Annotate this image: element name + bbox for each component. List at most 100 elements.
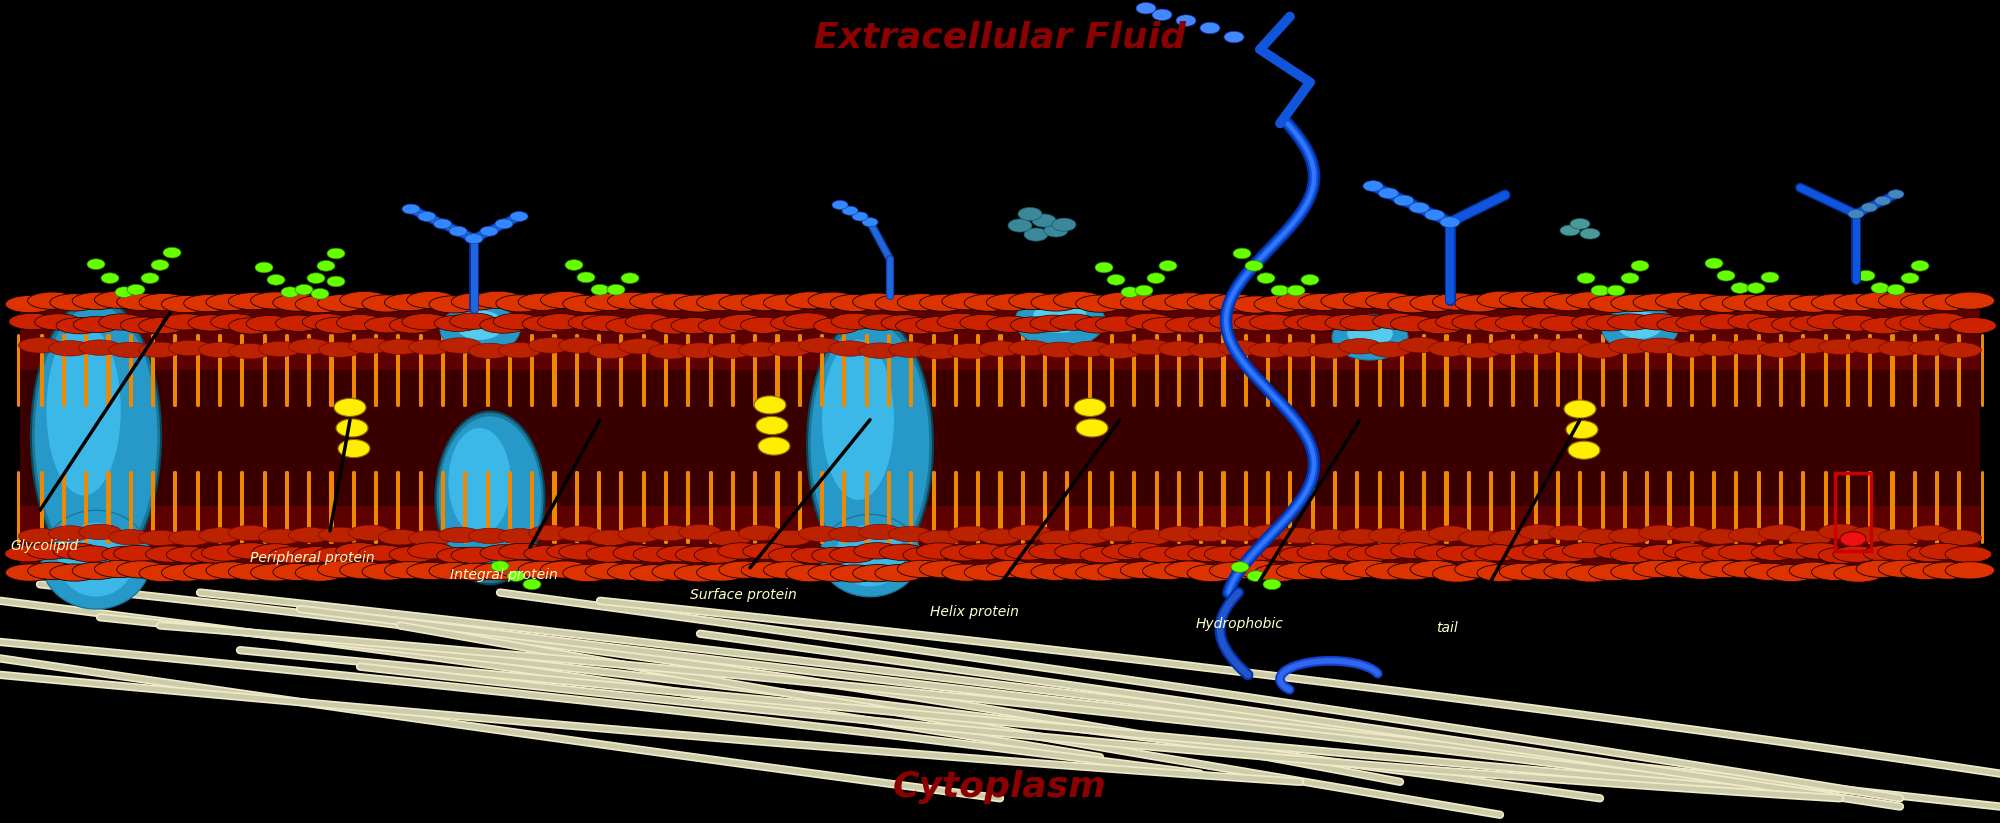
Ellipse shape <box>1366 563 1414 580</box>
Ellipse shape <box>474 291 522 309</box>
Ellipse shape <box>1218 526 1262 541</box>
Ellipse shape <box>1230 545 1276 561</box>
Ellipse shape <box>916 316 962 332</box>
Ellipse shape <box>836 525 904 586</box>
Ellipse shape <box>152 260 168 271</box>
Ellipse shape <box>1908 340 1952 356</box>
Ellipse shape <box>1888 285 1904 295</box>
Ellipse shape <box>402 314 448 330</box>
Ellipse shape <box>510 212 528 221</box>
Ellipse shape <box>1032 294 1080 311</box>
Ellipse shape <box>764 561 812 579</box>
Text: Hydrophobic: Hydrophobic <box>1196 617 1284 631</box>
Ellipse shape <box>1344 291 1392 309</box>
Ellipse shape <box>720 314 766 331</box>
Ellipse shape <box>1264 579 1280 589</box>
Ellipse shape <box>618 338 662 354</box>
Ellipse shape <box>1436 314 1482 330</box>
Ellipse shape <box>1718 544 1766 560</box>
Ellipse shape <box>18 528 62 544</box>
Ellipse shape <box>606 318 652 334</box>
Ellipse shape <box>436 412 544 584</box>
Ellipse shape <box>808 314 932 574</box>
Ellipse shape <box>1076 295 1126 312</box>
Ellipse shape <box>334 398 366 416</box>
Ellipse shape <box>1038 530 1082 546</box>
Ellipse shape <box>46 324 120 495</box>
Ellipse shape <box>1762 272 1780 283</box>
Ellipse shape <box>1608 314 1654 330</box>
Ellipse shape <box>1232 249 1252 259</box>
Ellipse shape <box>558 544 606 560</box>
Ellipse shape <box>162 314 208 330</box>
Ellipse shape <box>898 294 946 311</box>
Ellipse shape <box>1518 524 1562 540</box>
Ellipse shape <box>1544 546 1590 562</box>
Ellipse shape <box>696 294 746 311</box>
Ellipse shape <box>1054 291 1102 309</box>
Ellipse shape <box>920 560 968 578</box>
Ellipse shape <box>1878 529 1922 545</box>
Ellipse shape <box>1610 546 1656 563</box>
Ellipse shape <box>808 292 858 309</box>
Ellipse shape <box>1136 286 1152 296</box>
Ellipse shape <box>524 546 570 562</box>
Ellipse shape <box>902 546 950 563</box>
Ellipse shape <box>618 527 662 542</box>
Ellipse shape <box>648 525 692 541</box>
Ellipse shape <box>1388 563 1438 580</box>
Ellipse shape <box>742 561 790 579</box>
Ellipse shape <box>54 543 100 560</box>
Ellipse shape <box>1572 314 1618 331</box>
Text: Glycolipid: Glycolipid <box>10 539 78 553</box>
Ellipse shape <box>1428 526 1472 542</box>
Ellipse shape <box>832 314 878 329</box>
Ellipse shape <box>98 314 146 330</box>
Ellipse shape <box>340 291 390 309</box>
Ellipse shape <box>202 545 248 561</box>
Ellipse shape <box>378 339 422 355</box>
Ellipse shape <box>612 545 660 561</box>
Ellipse shape <box>1912 260 1928 272</box>
Ellipse shape <box>1244 260 1264 272</box>
Ellipse shape <box>558 337 602 353</box>
Ellipse shape <box>1766 295 1816 312</box>
Ellipse shape <box>1478 291 1526 309</box>
Ellipse shape <box>1128 339 1172 355</box>
Ellipse shape <box>1454 295 1504 312</box>
Ellipse shape <box>498 528 542 544</box>
Ellipse shape <box>768 547 816 564</box>
Ellipse shape <box>1300 274 1320 286</box>
Ellipse shape <box>1722 560 1772 578</box>
Ellipse shape <box>1308 530 1352 545</box>
Ellipse shape <box>1272 286 1288 296</box>
Ellipse shape <box>986 316 1034 332</box>
Ellipse shape <box>1098 292 1148 309</box>
Ellipse shape <box>1080 546 1126 563</box>
Ellipse shape <box>4 546 52 562</box>
Ellipse shape <box>168 530 212 546</box>
Ellipse shape <box>1284 314 1330 330</box>
Ellipse shape <box>1410 295 1460 312</box>
Ellipse shape <box>1204 546 1252 562</box>
Ellipse shape <box>438 416 542 580</box>
Ellipse shape <box>1440 217 1460 228</box>
Ellipse shape <box>292 546 338 563</box>
Ellipse shape <box>1008 525 1052 541</box>
Ellipse shape <box>786 292 836 309</box>
Ellipse shape <box>1790 562 1838 579</box>
Ellipse shape <box>184 563 234 580</box>
Ellipse shape <box>276 315 322 332</box>
Ellipse shape <box>586 546 632 562</box>
Ellipse shape <box>296 285 312 295</box>
Ellipse shape <box>94 291 144 309</box>
Ellipse shape <box>708 343 752 358</box>
Ellipse shape <box>406 291 456 309</box>
Ellipse shape <box>250 292 300 309</box>
Ellipse shape <box>964 564 1014 581</box>
Ellipse shape <box>1788 338 1832 353</box>
Ellipse shape <box>540 561 590 578</box>
Ellipse shape <box>1032 301 1088 333</box>
Ellipse shape <box>986 560 1036 578</box>
Ellipse shape <box>1298 562 1348 579</box>
